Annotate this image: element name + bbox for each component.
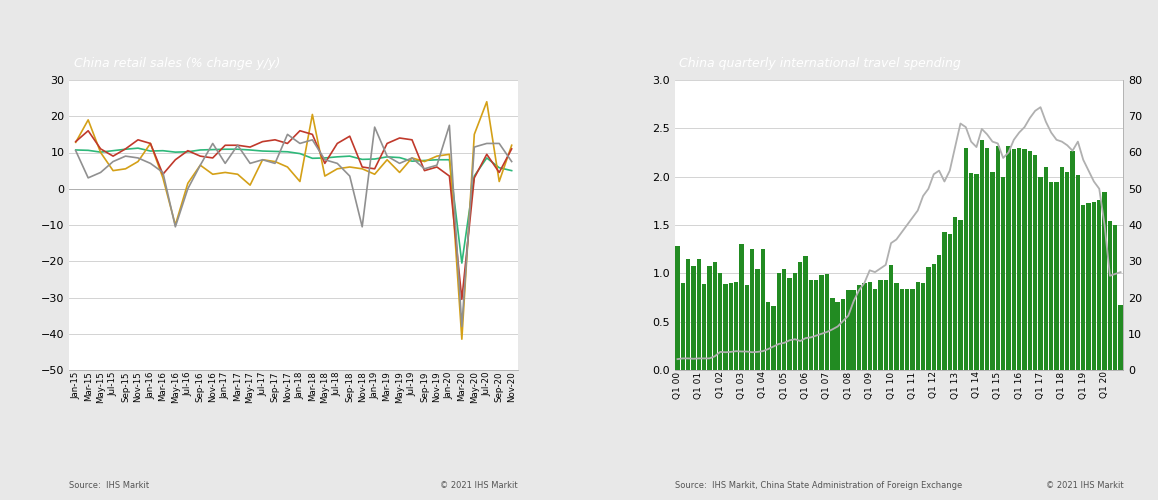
Text: © 2021 IHS Markit: © 2021 IHS Markit: [1046, 481, 1123, 490]
Bar: [814, 280, 819, 370]
Bar: [728, 283, 733, 370]
Bar: [863, 283, 866, 370]
Bar: [1049, 182, 1054, 370]
Bar: [878, 280, 882, 370]
Bar: [835, 302, 840, 370]
Bar: [904, 289, 909, 370]
Bar: [937, 255, 941, 370]
Bar: [1082, 204, 1085, 370]
Bar: [793, 274, 797, 370]
Bar: [830, 298, 835, 370]
Bar: [675, 246, 680, 370]
Bar: [931, 264, 936, 370]
Bar: [889, 264, 893, 370]
Bar: [755, 270, 760, 370]
Bar: [963, 148, 968, 370]
Bar: [708, 266, 712, 370]
Bar: [820, 276, 823, 370]
Bar: [718, 274, 723, 370]
Bar: [808, 280, 813, 370]
Bar: [1023, 148, 1027, 370]
Bar: [697, 259, 701, 370]
Bar: [990, 172, 995, 370]
Bar: [974, 174, 979, 370]
Bar: [1076, 174, 1080, 370]
Bar: [798, 262, 802, 370]
Bar: [943, 232, 946, 370]
Text: China retail sales (% change y/y): China retail sales (% change y/y): [74, 58, 280, 70]
Bar: [1001, 176, 1005, 370]
Bar: [916, 282, 919, 370]
Bar: [1054, 182, 1058, 370]
Bar: [782, 268, 786, 370]
Bar: [947, 234, 952, 370]
Bar: [681, 283, 686, 370]
Bar: [1070, 150, 1075, 370]
Bar: [1113, 225, 1117, 370]
Bar: [953, 218, 958, 370]
Bar: [841, 300, 845, 370]
Bar: [1012, 148, 1016, 370]
Bar: [750, 249, 755, 370]
Bar: [824, 274, 829, 370]
Bar: [691, 266, 696, 370]
Bar: [980, 140, 984, 370]
Bar: [1065, 172, 1069, 370]
Bar: [804, 256, 808, 370]
Bar: [921, 283, 925, 370]
Bar: [724, 284, 727, 370]
Bar: [712, 262, 717, 370]
Bar: [873, 289, 878, 370]
Bar: [969, 173, 974, 370]
Bar: [1108, 221, 1112, 370]
Bar: [851, 290, 856, 370]
Bar: [702, 284, 706, 370]
Text: China quarterly international travel spending: China quarterly international travel spe…: [680, 58, 961, 70]
Bar: [985, 148, 989, 370]
Bar: [884, 280, 888, 370]
Bar: [787, 278, 792, 370]
Bar: [1027, 150, 1032, 370]
Bar: [1033, 156, 1038, 370]
Bar: [1039, 176, 1042, 370]
Bar: [734, 282, 739, 370]
Text: Source:  IHS Markit, China State Administration of Foreign Exchange: Source: IHS Markit, China State Administ…: [675, 481, 962, 490]
Bar: [1097, 200, 1101, 370]
Text: © 2021 IHS Markit: © 2021 IHS Markit: [440, 481, 518, 490]
Bar: [910, 289, 915, 370]
Bar: [1119, 305, 1123, 370]
Bar: [846, 290, 850, 370]
Bar: [1006, 146, 1011, 370]
Bar: [1060, 167, 1064, 370]
Bar: [926, 266, 931, 370]
Bar: [1017, 148, 1021, 370]
Bar: [771, 306, 776, 370]
Bar: [1102, 192, 1107, 370]
Bar: [745, 285, 749, 370]
Bar: [1092, 202, 1097, 370]
Bar: [900, 289, 904, 370]
Bar: [686, 259, 690, 370]
Bar: [777, 274, 782, 370]
Bar: [761, 249, 765, 370]
Bar: [739, 244, 743, 370]
Bar: [996, 146, 1001, 370]
Bar: [1043, 167, 1048, 370]
Bar: [767, 302, 770, 370]
Text: Source:  IHS Markit: Source: IHS Markit: [69, 481, 149, 490]
Bar: [959, 220, 962, 370]
Bar: [894, 283, 899, 370]
Bar: [1086, 203, 1091, 370]
Bar: [857, 285, 862, 370]
Bar: [867, 282, 872, 370]
